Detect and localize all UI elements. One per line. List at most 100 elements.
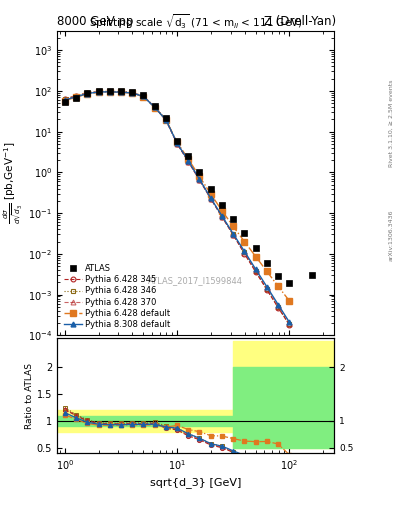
ATLAS	[141, 92, 146, 98]
Pythia 6.428 370	[152, 104, 157, 110]
Pythia 6.428 346	[231, 231, 235, 238]
Pythia 8.308 default	[186, 158, 191, 164]
Text: ATLAS_2017_I1599844: ATLAS_2017_I1599844	[148, 276, 243, 285]
Pythia 6.428 default	[253, 253, 258, 260]
Pythia 6.428 370	[253, 268, 258, 274]
Pythia 6.428 370	[209, 196, 213, 202]
ATLAS	[62, 99, 67, 105]
Pythia 6.428 default	[186, 156, 191, 162]
Pythia 6.428 370	[119, 89, 123, 95]
X-axis label: sqrt{d_3} [GeV]: sqrt{d_3} [GeV]	[150, 477, 241, 488]
Pythia 6.428 370	[130, 90, 134, 96]
Pythia 6.428 370	[276, 304, 281, 310]
Pythia 6.428 default	[220, 207, 224, 214]
Pythia 6.428 345	[264, 287, 269, 293]
Pythia 6.428 346	[209, 195, 213, 201]
Pythia 6.428 345	[186, 159, 191, 165]
Pythia 6.428 default	[96, 89, 101, 95]
ATLAS	[74, 95, 79, 101]
Pythia 6.428 370	[141, 93, 146, 99]
Pythia 6.428 346	[242, 249, 247, 255]
ATLAS	[242, 230, 247, 237]
ATLAS	[231, 217, 235, 223]
Pythia 6.428 346	[276, 304, 281, 310]
Pythia 6.428 370	[231, 231, 235, 238]
Pythia 8.308 default	[85, 91, 90, 97]
Pythia 6.428 370	[74, 93, 79, 99]
ATLAS	[130, 89, 134, 95]
Pythia 6.428 370	[85, 90, 90, 96]
Pythia 6.428 346	[152, 103, 157, 110]
Pythia 8.308 default	[119, 89, 123, 95]
Pythia 6.428 345	[276, 305, 281, 311]
Line: Pythia 6.428 346: Pythia 6.428 346	[62, 89, 292, 327]
Pythia 6.428 345	[107, 89, 112, 95]
Pythia 6.428 370	[220, 214, 224, 220]
Pythia 6.428 345	[96, 89, 101, 95]
Pythia 6.428 default	[130, 90, 134, 96]
Pythia 6.428 default	[62, 97, 67, 103]
Pythia 6.428 default	[276, 283, 281, 289]
Pythia 6.428 default	[209, 191, 213, 197]
Pythia 6.428 345	[74, 93, 79, 99]
Pythia 6.428 346	[96, 89, 101, 95]
Pythia 6.428 346	[197, 176, 202, 182]
Pythia 8.308 default	[130, 90, 134, 96]
Legend: ATLAS, Pythia 6.428 345, Pythia 6.428 346, Pythia 6.428 370, Pythia 6.428 defaul: ATLAS, Pythia 6.428 345, Pythia 6.428 34…	[61, 262, 173, 331]
Pythia 8.308 default	[96, 89, 101, 95]
Pythia 6.428 default	[175, 139, 180, 145]
Pythia 6.428 345	[85, 90, 90, 96]
Pythia 6.428 346	[141, 93, 146, 99]
Pythia 6.428 370	[175, 140, 180, 146]
Pythia 6.428 345	[242, 251, 247, 257]
Pythia 6.428 345	[197, 177, 202, 183]
Pythia 6.428 346	[74, 93, 79, 99]
Pythia 6.428 345	[231, 232, 235, 238]
ATLAS	[209, 185, 213, 191]
Pythia 6.428 370	[242, 250, 247, 256]
Text: Z (Drell-Yan): Z (Drell-Yan)	[264, 15, 336, 28]
Pythia 6.428 346	[85, 90, 90, 96]
Pythia 6.428 346	[62, 95, 67, 101]
Pythia 6.428 default	[264, 268, 269, 274]
Pythia 8.308 default	[276, 302, 281, 308]
Pythia 6.428 345	[152, 104, 157, 110]
Pythia 8.308 default	[141, 93, 146, 99]
Pythia 6.428 346	[253, 268, 258, 274]
Pythia 6.428 345	[163, 117, 168, 123]
ATLAS	[85, 90, 90, 96]
Pythia 8.308 default	[231, 231, 235, 237]
Pythia 6.428 default	[119, 89, 123, 95]
Text: 8000 GeV pp: 8000 GeV pp	[57, 15, 133, 28]
Pythia 6.428 default	[242, 239, 247, 245]
ATLAS	[152, 103, 157, 110]
Pythia 6.428 370	[264, 286, 269, 292]
Y-axis label: $\frac{d\sigma}{d\sqrt{d_3}}$ [pb,GeV$^{-1}$]: $\frac{d\sigma}{d\sqrt{d_3}}$ [pb,GeV$^{…	[2, 142, 25, 224]
Pythia 6.428 345	[220, 214, 224, 220]
Pythia 6.428 370	[186, 158, 191, 164]
Pythia 8.308 default	[264, 284, 269, 290]
Text: Rivet 3.1.10, ≥ 2.5M events: Rivet 3.1.10, ≥ 2.5M events	[388, 79, 393, 166]
Pythia 6.428 370	[163, 117, 168, 123]
Pythia 6.428 370	[197, 177, 202, 183]
ATLAS	[107, 88, 112, 94]
Y-axis label: Ratio to ATLAS: Ratio to ATLAS	[25, 362, 34, 429]
ATLAS	[197, 169, 202, 176]
ATLAS	[163, 115, 168, 121]
Pythia 8.308 default	[220, 213, 224, 219]
Pythia 6.428 346	[119, 89, 123, 95]
Pythia 6.428 370	[62, 96, 67, 102]
Pythia 6.428 default	[197, 173, 202, 179]
Pythia 6.428 345	[287, 322, 292, 328]
Line: Pythia 8.308 default: Pythia 8.308 default	[62, 90, 292, 325]
Pythia 6.428 370	[107, 89, 112, 95]
Pythia 6.428 346	[287, 321, 292, 327]
Pythia 6.428 346	[186, 158, 191, 164]
ATLAS	[309, 272, 314, 278]
Pythia 6.428 346	[175, 140, 180, 146]
Pythia 6.428 default	[74, 94, 79, 100]
Pythia 6.428 default	[85, 91, 90, 97]
Pythia 6.428 default	[107, 89, 112, 95]
Pythia 6.428 345	[253, 269, 258, 275]
Pythia 6.428 345	[141, 93, 146, 99]
